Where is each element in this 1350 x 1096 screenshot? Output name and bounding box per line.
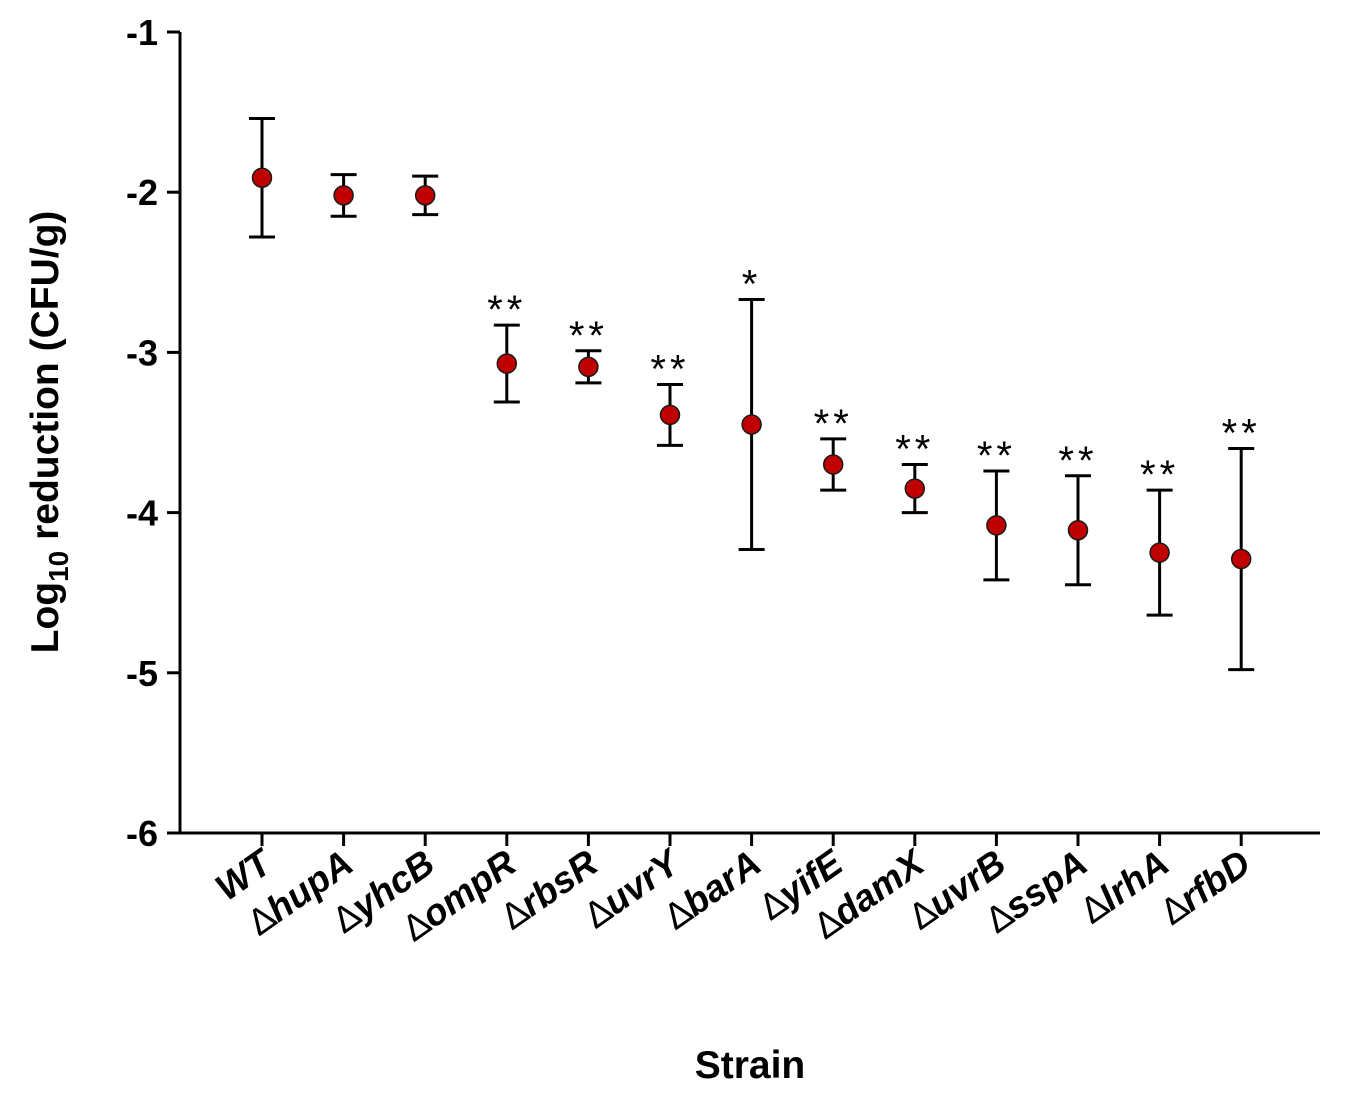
- y-axis-label-main: Log: [24, 582, 67, 653]
- data-point: [414, 185, 436, 206]
- data-point-group: **: [977, 434, 1016, 582]
- data-point-group: **: [1222, 412, 1261, 672]
- significance-label: *: [742, 263, 762, 307]
- x-tick-label: ∆lrhA: [1074, 842, 1177, 931]
- y-axis-label-subscript: 10: [43, 551, 74, 582]
- data-point: [904, 478, 926, 499]
- strain-name: barA: [676, 842, 769, 924]
- significance-label: **: [487, 288, 526, 332]
- data-point-group: *: [738, 263, 765, 551]
- y-axis-label: Log10 reduction (CFU/g): [24, 211, 74, 654]
- data-point: [659, 404, 681, 426]
- x-tick-label: ∆barA: [657, 842, 768, 937]
- y-tick-label: -4: [126, 493, 158, 534]
- y-tick-label: -1: [126, 12, 158, 53]
- significance-label: **: [977, 434, 1016, 478]
- data-point: [496, 353, 518, 374]
- y-tick-label: -6: [126, 813, 158, 854]
- data-point-group: [330, 173, 357, 218]
- strain-name: sspA: [997, 842, 1095, 927]
- y-axis: -1 -2 -3 -4 -5 -6: [126, 12, 182, 854]
- significance-label: **: [814, 402, 853, 446]
- data-point-group: **: [487, 288, 526, 404]
- x-tick-label: ∆rbsR: [494, 842, 605, 937]
- data-point-group: **: [650, 347, 689, 447]
- data-point: [1230, 548, 1252, 570]
- significance-label: **: [1222, 412, 1261, 456]
- data-point: [333, 185, 354, 206]
- data-point: [1149, 542, 1170, 563]
- y-tick-label: -2: [126, 172, 158, 213]
- x-tick-label: ∆rfbD: [1153, 842, 1257, 932]
- data-point-group: [412, 174, 439, 217]
- y-axis-label-rest: reduction (CFU/g): [24, 211, 67, 551]
- significance-label: **: [1058, 439, 1097, 483]
- data-point: [822, 454, 844, 475]
- data-point-group: **: [895, 428, 934, 515]
- data-point-group: **: [569, 314, 608, 385]
- data-point: [251, 167, 273, 189]
- significance-label: **: [650, 347, 689, 391]
- significance-label: **: [569, 314, 608, 358]
- data-points: *********** ** ** ****: [249, 117, 1261, 672]
- data-point-group: **: [1140, 453, 1179, 617]
- data-point: [741, 414, 762, 435]
- significance-label: **: [1140, 453, 1179, 497]
- data-point: [1067, 519, 1089, 541]
- y-tick-label: -3: [126, 332, 158, 373]
- x-axis: WT∆hupA∆yhcB∆ompR∆rbsR∆uvrY∆barA∆yifE∆da…: [180, 831, 1320, 949]
- data-point-group: [249, 117, 275, 239]
- data-point-group: **: [814, 402, 853, 492]
- significance-label: **: [895, 428, 934, 472]
- data-point: [986, 515, 1007, 536]
- x-axis-label: Strain: [695, 1044, 806, 1087]
- data-point: [578, 356, 599, 378]
- data-point-group: **: [1058, 439, 1097, 587]
- y-tick-label: -5: [126, 653, 158, 694]
